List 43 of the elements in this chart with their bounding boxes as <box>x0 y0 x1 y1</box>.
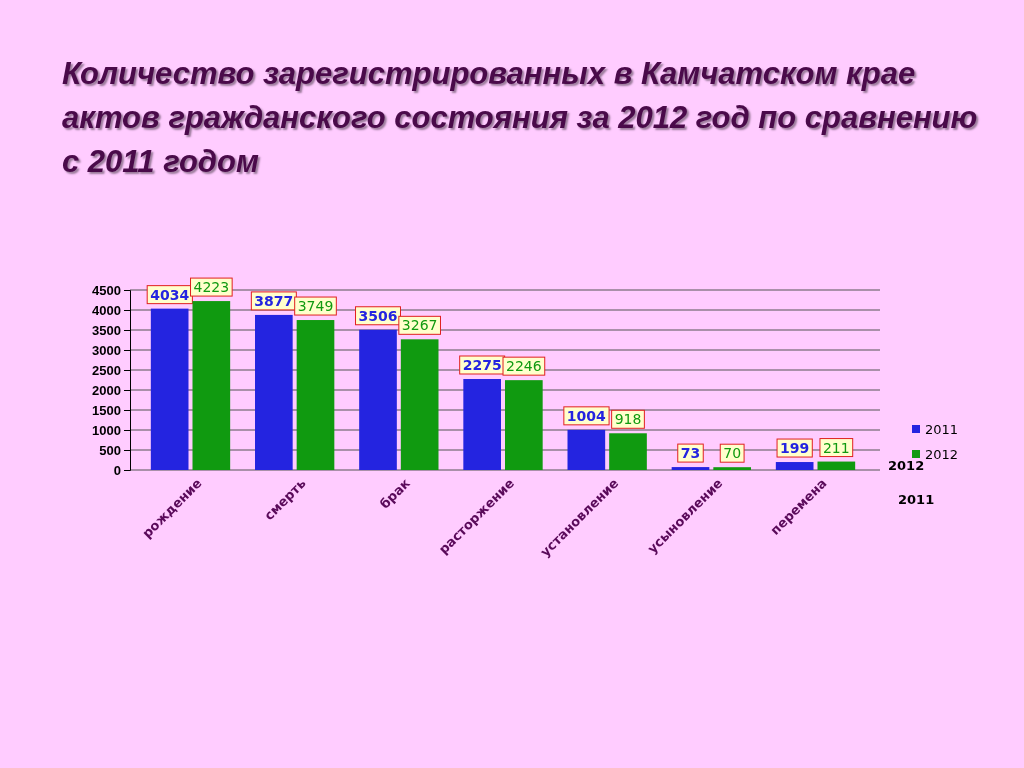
bar <box>359 329 397 470</box>
y-tick-label: 2000 <box>92 382 121 398</box>
y-tick-label: 0 <box>113 462 121 478</box>
data-label: 4223 <box>193 279 230 296</box>
bar <box>192 301 231 470</box>
y-tick-label: 4000 <box>92 302 121 318</box>
bar <box>150 308 189 470</box>
bar <box>255 314 293 470</box>
bar <box>713 467 751 470</box>
data-label: 918 <box>614 411 642 428</box>
bar <box>609 433 647 470</box>
data-label: 3877 <box>254 292 294 309</box>
bar <box>567 429 606 470</box>
legend-label: 2011 <box>925 422 959 437</box>
data-label: 2275 <box>462 357 502 373</box>
y-tick-label: 3500 <box>92 322 121 338</box>
y-tick-label: 4500 <box>92 282 121 298</box>
bar <box>400 339 439 470</box>
bar <box>463 379 501 470</box>
data-label: 3267 <box>401 317 438 334</box>
data-label: 211 <box>822 439 850 456</box>
text: 2012 <box>888 458 925 473</box>
y-tick-label: 2500 <box>92 362 121 378</box>
data-label: 73 <box>680 445 701 462</box>
data-label: 199 <box>780 440 810 457</box>
data-label: 4034 <box>150 286 190 303</box>
y-tick-label: 1000 <box>92 422 121 438</box>
bar <box>775 462 814 470</box>
data-label: 3749 <box>297 298 334 315</box>
y-tick-label: 500 <box>99 442 121 458</box>
text: 2011 <box>898 492 935 507</box>
bar <box>505 380 543 470</box>
bar <box>817 461 856 470</box>
data-label: 3506 <box>358 307 398 324</box>
y-tick-label: 1500 <box>92 402 121 418</box>
chart-title: Количество зарегистрированных в Камчатском крае актов гражданского состояния за 2012 год по сравнению с 2011 годом <box>62 55 979 181</box>
y-tick-label: 3000 <box>92 342 121 358</box>
data-label: 2246 <box>506 358 542 375</box>
data-label: 1004 <box>566 407 607 424</box>
legend-label: 2012 <box>925 447 959 462</box>
data-label: 70 <box>723 445 742 462</box>
bar <box>296 320 335 470</box>
bar <box>671 467 710 470</box>
